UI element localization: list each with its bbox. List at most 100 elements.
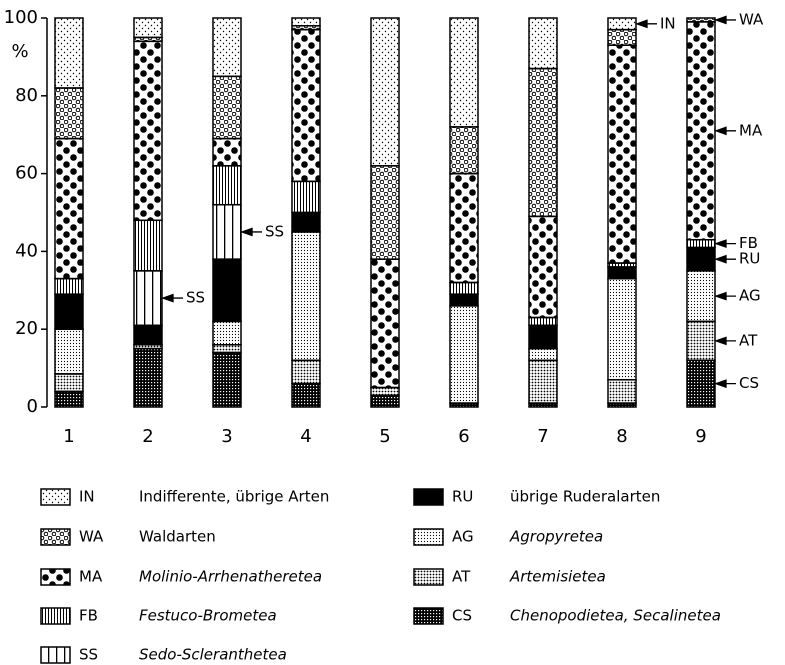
legend-swatch xyxy=(40,568,71,586)
bar-segment xyxy=(528,324,558,350)
bar-segment xyxy=(54,17,84,89)
y-tick-label: 80 xyxy=(15,85,38,106)
annotation: AG xyxy=(739,287,761,305)
bar-segment xyxy=(291,211,321,233)
y-tick-label: 100 xyxy=(4,7,38,28)
bar-segment xyxy=(54,137,84,280)
bar-segment xyxy=(291,180,321,214)
x-tick-label: 7 xyxy=(537,426,548,447)
annotation-arrow xyxy=(714,336,736,346)
annotation-arrow xyxy=(714,291,736,301)
bar-segment xyxy=(212,165,242,206)
bar-segment xyxy=(133,324,163,346)
legend-code: MA xyxy=(79,568,103,586)
legend-label: Molinio-Arrhenatheretea xyxy=(139,568,322,586)
annotation-arrow xyxy=(714,15,736,25)
x-tick-label: 2 xyxy=(142,426,153,447)
bar-segment xyxy=(528,215,558,319)
legend-code: AT xyxy=(452,568,471,586)
bar-segment xyxy=(54,87,84,140)
annotation: WA xyxy=(739,10,764,28)
annotation-arrow xyxy=(635,19,657,29)
bar-segment xyxy=(370,394,400,408)
legend-code: CS xyxy=(452,607,472,625)
bar-segment xyxy=(54,328,84,375)
legend-label: Waldarten xyxy=(139,528,216,546)
bar-segment xyxy=(528,17,558,70)
bar-segment xyxy=(133,40,163,222)
bar-segment xyxy=(54,277,84,295)
bar-segment xyxy=(212,344,242,354)
legend-code: FB xyxy=(79,607,98,625)
bar-segment xyxy=(54,293,84,330)
bar-segment xyxy=(291,231,321,362)
legend-swatch xyxy=(413,607,444,625)
legend-code: AG xyxy=(452,528,474,546)
bar-segment xyxy=(607,44,637,264)
legend-label: Artemisietea xyxy=(509,568,606,586)
legend-label: Indifferente, übrige Arten xyxy=(139,488,329,506)
bar-segment xyxy=(686,359,716,408)
bar-segment xyxy=(212,258,242,323)
bar-segment xyxy=(528,359,558,404)
legend-label: Agropyretea xyxy=(509,528,603,546)
legend-code: RU xyxy=(452,488,473,506)
legend-code: WA xyxy=(79,528,104,546)
bar-segment xyxy=(449,293,479,307)
bar-segment xyxy=(686,238,716,249)
legend-code: IN xyxy=(79,488,95,506)
x-tick-label: 5 xyxy=(379,426,390,447)
y-axis-label: % xyxy=(11,41,28,62)
x-tick-label: 6 xyxy=(458,426,469,447)
bar-segment xyxy=(54,373,84,393)
bar-segment xyxy=(686,246,716,272)
annotation-arrow xyxy=(714,254,736,264)
bar-segment xyxy=(370,258,400,389)
x-tick-label: 9 xyxy=(695,426,706,447)
bar-segment xyxy=(133,347,163,408)
legend-swatch xyxy=(40,488,71,506)
x-tick-label: 3 xyxy=(221,426,232,447)
annotation-arrow xyxy=(161,293,183,303)
bar-segment xyxy=(370,165,400,260)
y-tick-label: 0 xyxy=(27,396,38,417)
bar-segment xyxy=(291,359,321,385)
bar-segment xyxy=(686,17,716,23)
y-tick-label: 20 xyxy=(15,318,38,339)
bar-segment xyxy=(607,28,637,46)
bar-segment xyxy=(54,390,84,408)
bar-segment xyxy=(212,203,242,260)
bar-segment xyxy=(212,351,242,408)
bar-segment xyxy=(449,126,479,175)
annotation: SS xyxy=(265,222,284,240)
bar-segment xyxy=(449,305,479,404)
legend-swatch xyxy=(40,528,71,546)
legend-label: übrige Ruderalarten xyxy=(510,488,660,506)
bar-segment xyxy=(449,17,479,128)
annotation-arrow xyxy=(240,227,262,237)
annotation-arrow xyxy=(714,126,736,136)
legend-swatch xyxy=(40,607,71,625)
bar-segment xyxy=(291,17,321,27)
bar-segment xyxy=(449,172,479,284)
legend-code: SS xyxy=(79,646,98,664)
legend-swatch xyxy=(40,646,71,664)
bar-segment xyxy=(686,21,716,241)
bar-segment xyxy=(686,270,716,323)
legend-label: Sedo-Scleranthetea xyxy=(139,646,287,664)
bar-segment xyxy=(607,17,637,31)
annotation-arrow xyxy=(714,379,736,389)
bar-segment xyxy=(291,28,321,183)
x-tick-label: 4 xyxy=(300,426,311,447)
annotation: RU xyxy=(739,250,760,268)
legend-label: Festuco-Brometea xyxy=(139,607,277,625)
bar-segment xyxy=(212,137,242,167)
bar-segment xyxy=(528,347,558,362)
bar-segment xyxy=(212,320,242,346)
legend-swatch xyxy=(413,488,444,506)
bar-segment xyxy=(686,320,716,362)
annotation: IN xyxy=(660,14,676,32)
bar-segment xyxy=(212,17,242,78)
legend-swatch xyxy=(413,568,444,586)
